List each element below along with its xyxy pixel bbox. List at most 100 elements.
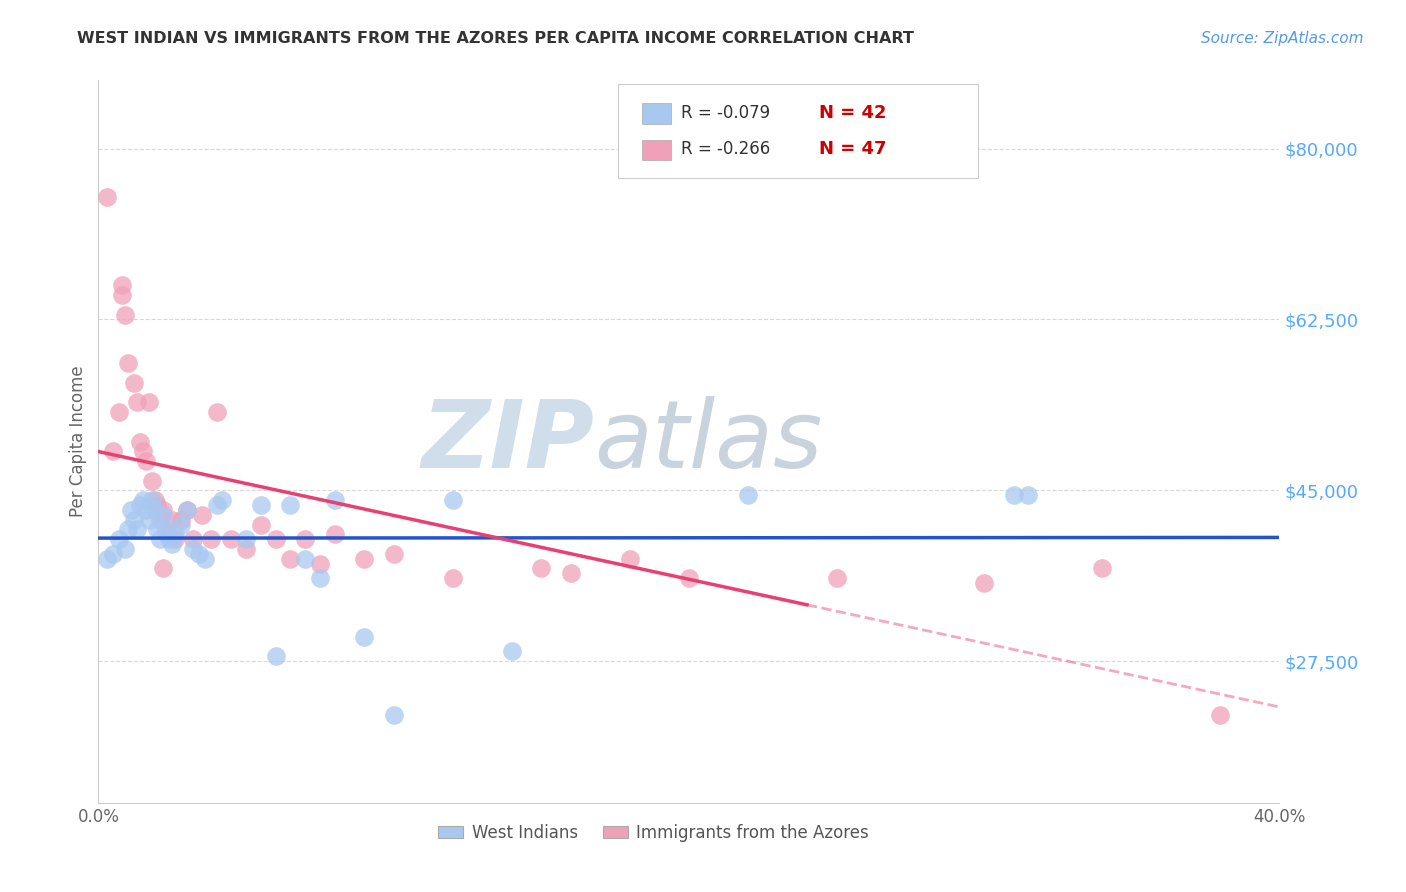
FancyBboxPatch shape (619, 84, 979, 178)
Text: R = -0.266: R = -0.266 (681, 140, 770, 158)
Point (108, 405, 131, 419)
Point (152, 561, 174, 575)
Point (162, 537, 183, 551)
Point (309, 571, 332, 585)
Point (187, 547, 209, 561)
Point (117, 356, 139, 370)
Point (125, 395, 148, 409)
Point (170, 513, 193, 527)
Point (205, 498, 228, 512)
Point (138, 395, 160, 409)
Point (114, 541, 136, 556)
Point (441, 493, 464, 508)
Point (114, 308, 136, 322)
Point (170, 517, 193, 532)
Point (165, 527, 187, 541)
Point (117, 523, 139, 537)
FancyBboxPatch shape (641, 139, 671, 160)
Text: WEST INDIAN VS IMMIGRANTS FROM THE AZORES PER CAPITA INCOME CORRELATION CHART: WEST INDIAN VS IMMIGRANTS FROM THE AZORE… (77, 31, 914, 46)
Point (135, 454, 157, 468)
Text: ZIP: ZIP (422, 395, 595, 488)
Point (678, 571, 700, 585)
Text: N = 42: N = 42 (818, 103, 886, 122)
Point (250, 517, 273, 532)
Point (96, 551, 118, 566)
Point (353, 551, 375, 566)
Point (146, 498, 169, 512)
Point (157, 532, 180, 546)
Point (111, 278, 134, 293)
Point (194, 551, 217, 566)
Point (146, 523, 169, 537)
Point (560, 566, 582, 581)
Point (441, 571, 464, 585)
Point (323, 527, 346, 541)
Point (152, 503, 174, 517)
FancyBboxPatch shape (641, 103, 671, 124)
Point (221, 532, 243, 546)
Point (264, 532, 287, 546)
Point (294, 532, 316, 546)
Point (176, 503, 198, 517)
Point (155, 523, 177, 537)
Point (111, 288, 134, 302)
Point (200, 532, 222, 546)
Point (181, 541, 204, 556)
Point (973, 576, 995, 591)
Point (128, 434, 150, 449)
Point (1018, 488, 1040, 502)
Text: Source: ZipAtlas.com: Source: ZipAtlas.com (1201, 31, 1364, 46)
Point (825, 571, 848, 585)
Point (353, 630, 375, 644)
Point (96, 190, 118, 204)
Point (125, 523, 148, 537)
Point (191, 508, 214, 522)
Point (132, 493, 155, 508)
Point (619, 551, 641, 566)
Point (501, 644, 523, 658)
Point (176, 503, 198, 517)
Point (103, 444, 125, 458)
Point (122, 513, 145, 527)
Point (165, 532, 187, 546)
Point (235, 532, 257, 546)
Text: R = -0.079: R = -0.079 (681, 103, 770, 122)
Point (103, 547, 125, 561)
Point (382, 707, 405, 722)
Point (162, 513, 183, 527)
Point (132, 444, 155, 458)
Point (250, 498, 273, 512)
Point (235, 541, 257, 556)
Point (135, 503, 157, 517)
Point (141, 474, 163, 488)
Point (530, 561, 553, 575)
Point (1002, 488, 1025, 502)
Point (143, 503, 166, 517)
Point (280, 498, 302, 512)
Point (149, 513, 172, 527)
Point (128, 498, 150, 512)
Point (1209, 707, 1232, 722)
Point (120, 503, 142, 517)
Point (181, 532, 204, 546)
Point (294, 551, 316, 566)
Point (138, 513, 160, 527)
Point (382, 547, 405, 561)
Y-axis label: Per Capita Income: Per Capita Income (69, 366, 87, 517)
Point (157, 527, 180, 541)
Point (211, 493, 233, 508)
Point (323, 493, 346, 508)
Legend: West Indians, Immigrants from the Azores: West Indians, Immigrants from the Azores (432, 817, 876, 848)
Point (152, 508, 174, 522)
Point (149, 532, 172, 546)
Point (141, 493, 163, 508)
Point (264, 649, 287, 664)
Point (122, 376, 145, 390)
Point (309, 557, 332, 571)
Point (1091, 561, 1114, 575)
Point (143, 493, 166, 508)
Point (737, 488, 759, 502)
Point (205, 405, 228, 419)
Point (108, 532, 131, 546)
Point (280, 551, 302, 566)
